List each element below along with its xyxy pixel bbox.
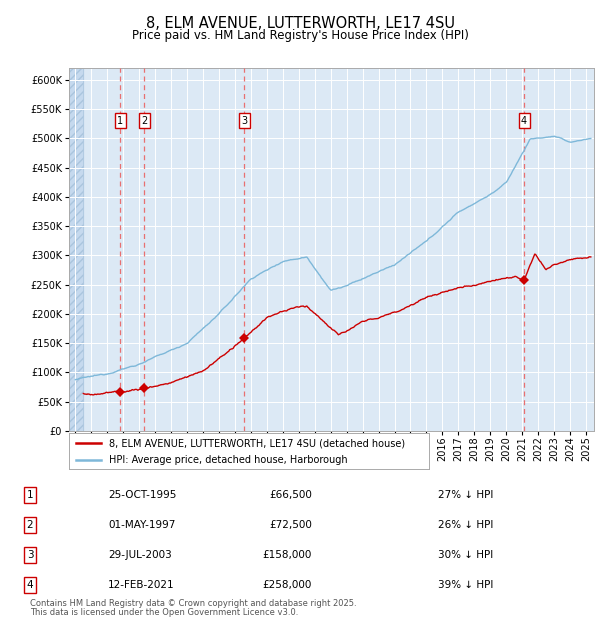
- Text: 27% ↓ HPI: 27% ↓ HPI: [438, 490, 493, 500]
- Text: HPI: Average price, detached house, Harborough: HPI: Average price, detached house, Harb…: [109, 455, 347, 466]
- Text: 1: 1: [26, 490, 34, 500]
- Text: 3: 3: [26, 550, 34, 560]
- Text: £158,000: £158,000: [263, 550, 312, 560]
- Text: 30% ↓ HPI: 30% ↓ HPI: [438, 550, 493, 560]
- Bar: [69, 68, 83, 431]
- Text: 01-MAY-1997: 01-MAY-1997: [108, 520, 175, 530]
- Text: Price paid vs. HM Land Registry's House Price Index (HPI): Price paid vs. HM Land Registry's House …: [131, 30, 469, 42]
- Text: 12-FEB-2021: 12-FEB-2021: [108, 580, 175, 590]
- Text: This data is licensed under the Open Government Licence v3.0.: This data is licensed under the Open Gov…: [30, 608, 298, 617]
- Text: 4: 4: [521, 116, 527, 126]
- Text: £72,500: £72,500: [269, 520, 312, 530]
- Text: 2: 2: [26, 520, 34, 530]
- Text: 25-OCT-1995: 25-OCT-1995: [108, 490, 176, 500]
- Text: 29-JUL-2003: 29-JUL-2003: [108, 550, 172, 560]
- Text: £66,500: £66,500: [269, 490, 312, 500]
- Text: £258,000: £258,000: [263, 580, 312, 590]
- Text: 4: 4: [26, 580, 34, 590]
- Text: 2: 2: [142, 116, 148, 126]
- Text: 3: 3: [241, 116, 247, 126]
- Text: 8, ELM AVENUE, LUTTERWORTH, LE17 4SU: 8, ELM AVENUE, LUTTERWORTH, LE17 4SU: [146, 16, 455, 31]
- Text: 1: 1: [118, 116, 124, 126]
- Text: Contains HM Land Registry data © Crown copyright and database right 2025.: Contains HM Land Registry data © Crown c…: [30, 600, 356, 608]
- Text: 39% ↓ HPI: 39% ↓ HPI: [438, 580, 493, 590]
- Text: 26% ↓ HPI: 26% ↓ HPI: [438, 520, 493, 530]
- Text: 8, ELM AVENUE, LUTTERWORTH, LE17 4SU (detached house): 8, ELM AVENUE, LUTTERWORTH, LE17 4SU (de…: [109, 438, 405, 448]
